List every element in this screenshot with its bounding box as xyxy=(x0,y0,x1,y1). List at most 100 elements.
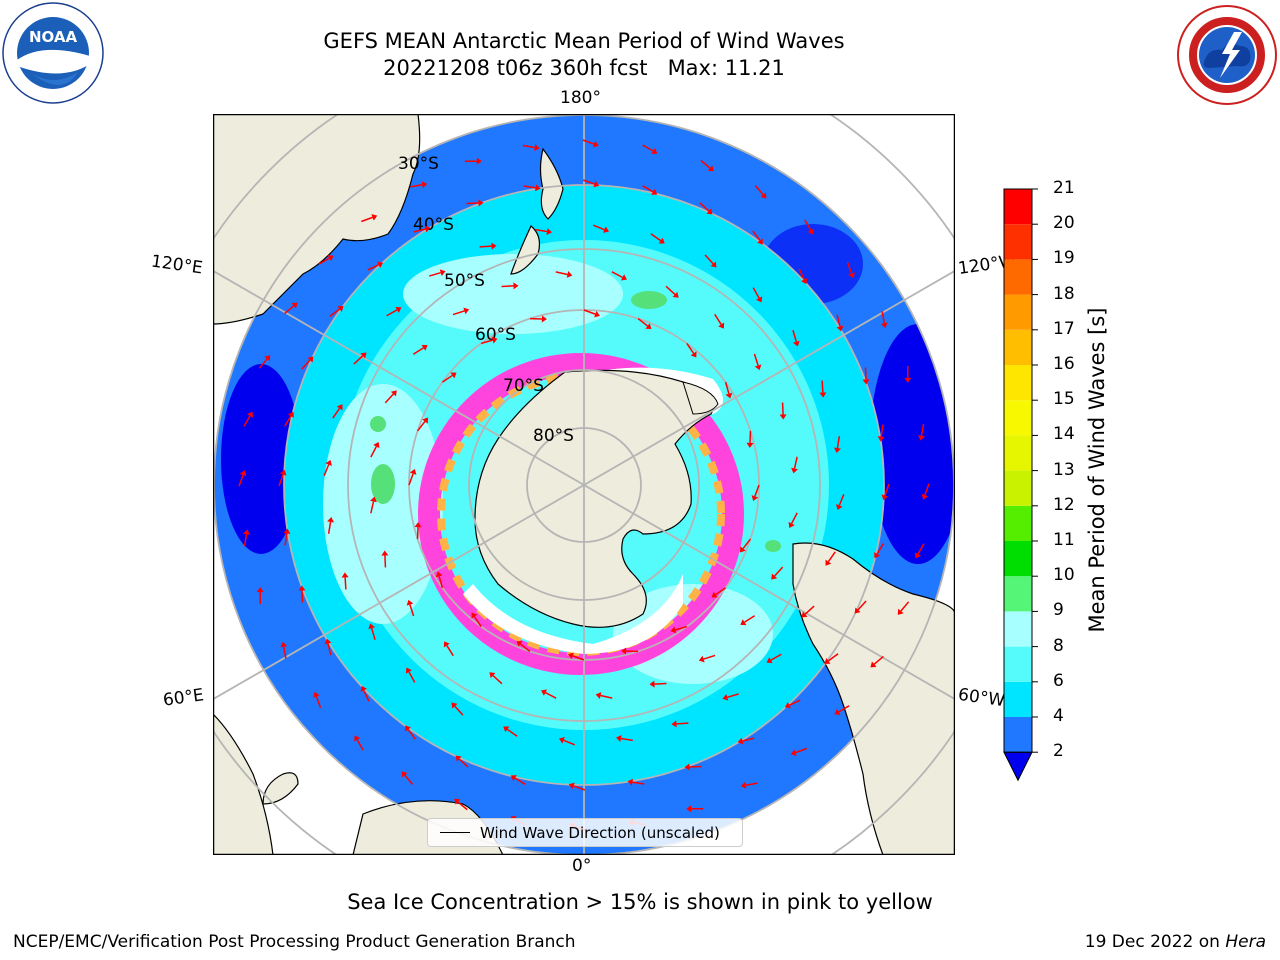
wave-arrow-shaft xyxy=(318,257,330,265)
wave-arrow-head xyxy=(327,517,335,523)
colorbar-tick-label: 4 xyxy=(1053,706,1064,726)
wave-arrow-shaft xyxy=(650,233,662,242)
wave-arrow-shaft xyxy=(284,305,295,315)
wave-arrow-shaft xyxy=(676,722,689,725)
wave-arrow-head xyxy=(424,225,431,233)
wave-arrow-head xyxy=(595,692,602,699)
colorbar-tick-label: 13 xyxy=(1053,459,1075,480)
wave-arrow-shaft xyxy=(429,271,441,277)
colorbar-tick-label: 14 xyxy=(1053,424,1075,445)
wave-arrow-shaft xyxy=(501,285,514,288)
lon-label-180: 180° xyxy=(560,88,601,108)
wave-arrow-head xyxy=(819,392,827,398)
colorbar-segment xyxy=(1004,365,1032,401)
wave-arrow-shaft xyxy=(715,587,726,596)
wave-arrow-shaft xyxy=(838,493,845,506)
wave-arrow-shaft xyxy=(611,271,623,279)
wave-arrow-head xyxy=(862,379,870,385)
wave-arrow-shaft xyxy=(744,615,756,623)
colorbar-tick-label: 11 xyxy=(1053,530,1075,550)
wave-arrow-shaft xyxy=(457,801,468,811)
colorbar-tick-label: 19 xyxy=(1053,248,1075,269)
colorbar-tick-label: 6 xyxy=(1053,670,1064,691)
colorbar-tick-label: 2 xyxy=(1053,741,1064,762)
wave-arrow-shaft xyxy=(583,309,596,315)
wave-arrow-head xyxy=(722,693,729,701)
wave-arrow-shaft xyxy=(620,737,633,742)
wave-arrow-head xyxy=(568,652,574,660)
wave-arrow-head xyxy=(645,323,652,330)
wave-arrow-shaft xyxy=(880,424,884,437)
wave-arrow-head xyxy=(854,607,861,614)
colorbar-segment xyxy=(1004,189,1032,225)
colorbar-segment xyxy=(1004,681,1032,717)
wave-arrow-shaft xyxy=(838,705,850,713)
wave-arrow-shaft xyxy=(724,381,730,394)
wave-arrow-head xyxy=(836,325,844,332)
wave-arrow-shaft xyxy=(473,616,482,627)
wave-arrow-shaft xyxy=(665,285,676,295)
colorbar-tick-label: 20 xyxy=(1053,213,1075,234)
wave-arrow-shaft xyxy=(752,230,761,242)
wave-arrow-head xyxy=(718,322,725,329)
wave-arrow-head xyxy=(877,436,885,442)
wave-arrow-shaft xyxy=(714,313,722,325)
colorbar-segment xyxy=(1004,505,1032,541)
wave-arrow-shaft xyxy=(846,262,853,274)
wave-arrow-head xyxy=(686,805,692,813)
wave-arrow-head xyxy=(904,377,912,383)
wave-arrow-shaft xyxy=(384,393,394,404)
wave-arrow-shaft xyxy=(770,653,782,661)
colorbar-segment xyxy=(1004,717,1032,753)
wave-arrow-shaft xyxy=(284,533,288,546)
lat-label-80s: 80°S xyxy=(533,426,574,446)
wave-arrow-head xyxy=(354,735,361,742)
wave-arrow-head xyxy=(256,587,264,593)
wave-arrow-shaft xyxy=(727,693,739,699)
wave-arrow-head xyxy=(836,504,843,511)
wave-arrow-shaft xyxy=(344,577,347,590)
wave-arrow-head xyxy=(370,496,377,503)
wave-arrow-shaft xyxy=(301,590,304,603)
wave-arrow-shaft xyxy=(545,691,557,699)
colorbar-segment xyxy=(1004,470,1032,506)
lon-label-120e: 120°E xyxy=(149,251,204,279)
wave-arrow-shaft xyxy=(754,484,760,497)
polar-map-canvas: 30°S 40°S 50°S 60°S 70°S 80°S xyxy=(213,114,955,855)
wave-arrow-shaft xyxy=(301,359,311,370)
lat-label-60s: 60°S xyxy=(475,325,516,345)
wave-arrow-head xyxy=(621,647,627,655)
polar-map: 30°S 40°S 50°S 60°S 70°S 80°S xyxy=(213,114,955,855)
lon-label-60e: 60°E xyxy=(161,685,206,711)
map-subtitle-run: 20221208 t06z 360h fcst Max: 11.21 xyxy=(383,56,785,80)
wave-arrow-shaft xyxy=(637,317,648,327)
wave-arrow-head xyxy=(792,340,800,347)
wave-arrow-shaft xyxy=(864,367,867,380)
wave-arrow-shaft xyxy=(781,402,784,415)
wave-arrow-head xyxy=(921,493,929,500)
wave-arrow-head xyxy=(651,188,658,195)
wave-arrow-shaft xyxy=(458,758,469,768)
wave-arrow-head xyxy=(439,269,446,277)
wave-arrow-shaft xyxy=(873,655,884,665)
lon-label-60w: 60°W xyxy=(956,684,1007,712)
wave-arrow-head xyxy=(455,755,462,762)
wave-arrow-head xyxy=(791,467,798,474)
lat-label-30s: 30°S xyxy=(398,154,439,174)
wave-arrow-shaft xyxy=(520,643,531,653)
wave-arrow-head xyxy=(360,352,367,359)
wave-arrow-shaft xyxy=(632,781,645,785)
wave-arrow-shaft xyxy=(924,483,930,496)
wave-arrow-head xyxy=(592,140,599,148)
wave-arrow-head xyxy=(833,447,841,453)
wave-arrow-shaft xyxy=(572,655,585,661)
colorbar-tick-label: 21 xyxy=(1053,178,1075,198)
colorbar-segment xyxy=(1004,294,1032,330)
wave-arrow-head xyxy=(756,296,763,303)
colorbar-segment xyxy=(1004,576,1032,612)
wave-arrow-shaft xyxy=(363,690,370,702)
wave-arrow-head xyxy=(754,364,762,371)
wave-arrow-head xyxy=(239,470,247,477)
wave-arrow-shaft xyxy=(492,675,503,685)
wave-arrow-shaft xyxy=(795,747,807,754)
